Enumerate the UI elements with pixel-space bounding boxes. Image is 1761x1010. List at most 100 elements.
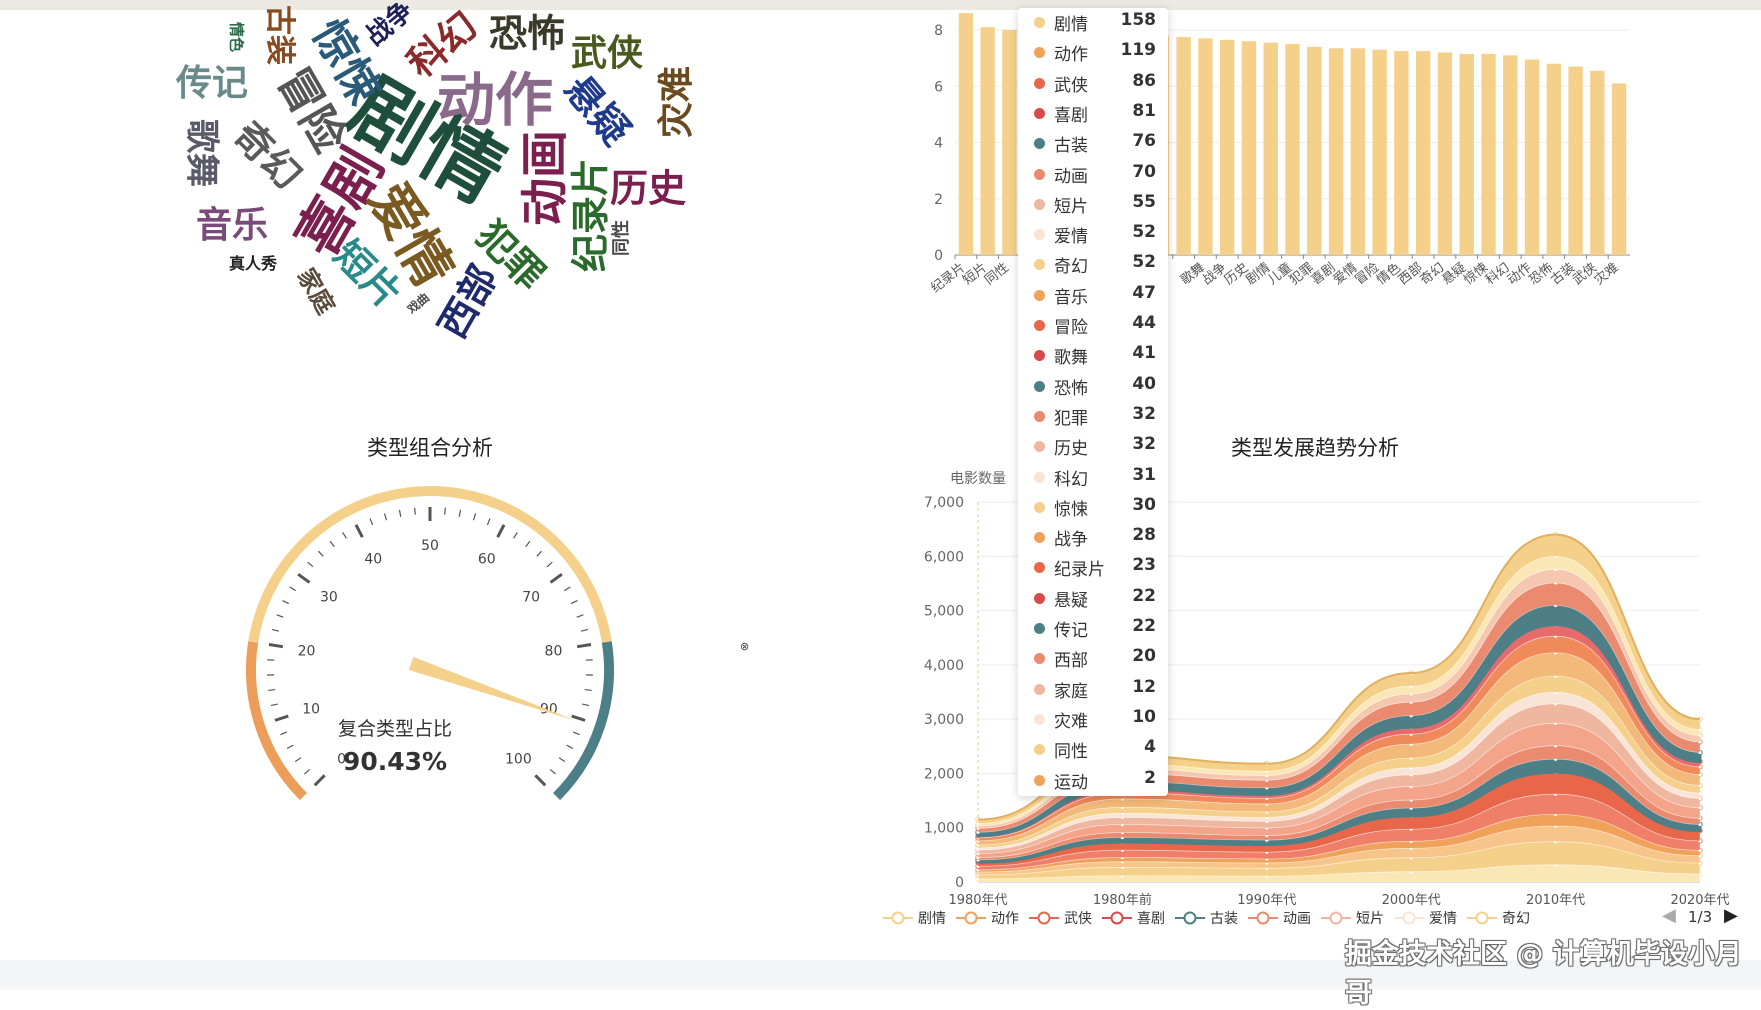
trend-x-tick: 1980年前	[1093, 892, 1152, 908]
tooltip-genre: 同性	[1054, 737, 1088, 762]
tooltip-count: 119	[1121, 40, 1157, 60]
bar-mark	[1307, 47, 1321, 255]
legend-marker	[1112, 913, 1123, 924]
gauge-tick	[573, 732, 579, 735]
tooltip-count: 52	[1132, 252, 1156, 272]
tooltip-count: 2	[1144, 768, 1156, 788]
legend-label: 动画	[1283, 908, 1311, 928]
series-dot-icon	[1034, 17, 1045, 28]
genre-rating-bar-chart: 02468纪录片短片同性歌舞战争历史剧情儿童犯罪喜剧爱情冒险情色西部奇幻悬疑惊悚…	[900, 0, 1660, 345]
gauge-tick	[577, 615, 584, 617]
wordcloud-word[interactable]: 情色	[227, 22, 248, 52]
bar-mark	[1503, 55, 1517, 255]
tooltip-count: 41	[1132, 343, 1156, 363]
gauge-tick	[585, 690, 592, 691]
series-dot-icon	[1034, 320, 1045, 331]
trend-y-tick: 2,000	[924, 766, 964, 782]
gauge-tick	[526, 541, 530, 547]
tooltip-genre: 短片	[1054, 192, 1088, 217]
gauge-tick	[564, 587, 570, 591]
series-dot-icon	[1034, 259, 1045, 270]
tooltip-count: 86	[1132, 71, 1156, 91]
legend-line-icon	[1394, 910, 1424, 926]
tooltip-count: 22	[1132, 616, 1156, 636]
series-dot-icon	[1034, 532, 1045, 543]
tooltip-count: 30	[1132, 495, 1156, 515]
bar-y-tick: 4	[934, 136, 943, 152]
series-dot-icon	[1034, 290, 1045, 301]
wordcloud-word[interactable]: 历史	[610, 158, 686, 213]
series-dot-icon	[1034, 381, 1045, 392]
bar-mark	[1198, 38, 1212, 255]
gauge-tick	[283, 601, 289, 604]
trend-y-tick: 3,000	[924, 712, 964, 728]
legend-marker	[1185, 913, 1196, 924]
legend-marker	[966, 913, 977, 924]
gauge-tick	[559, 758, 565, 762]
series-dot-icon	[1034, 775, 1045, 786]
gauge-tick	[487, 518, 490, 525]
legend-label: 剧情	[918, 908, 946, 928]
tooltip-genre: 传记	[1054, 616, 1088, 641]
gauge-tick	[567, 745, 573, 748]
gauge-tick	[445, 508, 446, 515]
series-dot-icon	[1034, 744, 1045, 755]
gauge-tick-label: 50	[421, 538, 439, 554]
bar-mark	[980, 27, 994, 255]
wordcloud-word[interactable]: 古装	[261, 5, 305, 65]
series-dot-icon	[1034, 78, 1045, 89]
bar-mark	[1264, 43, 1278, 255]
gauge-tick	[581, 629, 588, 631]
legend-marker	[893, 913, 904, 924]
bar-mark	[1568, 67, 1582, 255]
legend-line-icon	[1175, 910, 1205, 926]
series-dot-icon	[1034, 714, 1045, 725]
legend-line-icon	[1248, 910, 1278, 926]
trend-x-tick: 2000年代	[1382, 893, 1441, 908]
tooltip-count: 32	[1132, 404, 1156, 424]
gauge-tick-label: 80	[545, 643, 563, 659]
wordcloud-word[interactable]: 歌舞	[181, 119, 230, 187]
gauge-tick-label: 20	[298, 643, 316, 659]
wordcloud-word[interactable]: 真人秀	[229, 250, 277, 274]
legend-next-icon[interactable]: ▶	[1724, 905, 1738, 926]
legend-label: 古装	[1210, 908, 1238, 928]
legend-label: 武侠	[1064, 908, 1092, 928]
tooltip-count: 31	[1132, 465, 1156, 485]
tooltip-genre: 战争	[1054, 525, 1088, 550]
wordcloud-word[interactable]: 恐怖	[489, 3, 565, 58]
gauge-tick	[572, 716, 585, 720]
tooltip-genre: 科幻	[1054, 465, 1088, 490]
legend-label: 短片	[1356, 908, 1384, 928]
gauge-tick	[551, 574, 562, 582]
tooltip-row: 传记 22	[1032, 616, 1160, 646]
tooltip-count: 4	[1144, 737, 1156, 757]
wordcloud-word[interactable]: 传记	[176, 54, 248, 106]
tooltip-genre: 喜剧	[1054, 101, 1088, 126]
series-dot-icon	[1034, 562, 1045, 573]
bar-mark	[1285, 44, 1299, 255]
wordcloud-word[interactable]: 武侠	[571, 24, 643, 76]
tooltip-genre: 动画	[1054, 162, 1088, 187]
legend-marker	[1404, 913, 1415, 924]
series-dot-icon	[1034, 623, 1045, 634]
legend-marker	[1258, 913, 1269, 924]
wordcloud-word[interactable]: 同性	[607, 220, 633, 256]
bar-mark	[959, 13, 973, 255]
tooltip-count: 10	[1132, 707, 1156, 727]
series-dot-icon	[1034, 169, 1045, 180]
series-dot-icon	[1034, 350, 1045, 361]
wordcloud-word[interactable]: 灾难	[647, 66, 699, 138]
legend-line-icon	[1102, 910, 1132, 926]
gauge-tick	[582, 704, 589, 706]
wordcloud-word[interactable]: 音乐	[196, 196, 268, 248]
tooltip-count: 32	[1132, 434, 1156, 454]
legend-prev-icon[interactable]: ◀	[1662, 905, 1676, 926]
trend-y-tick: 1,000	[924, 821, 964, 837]
